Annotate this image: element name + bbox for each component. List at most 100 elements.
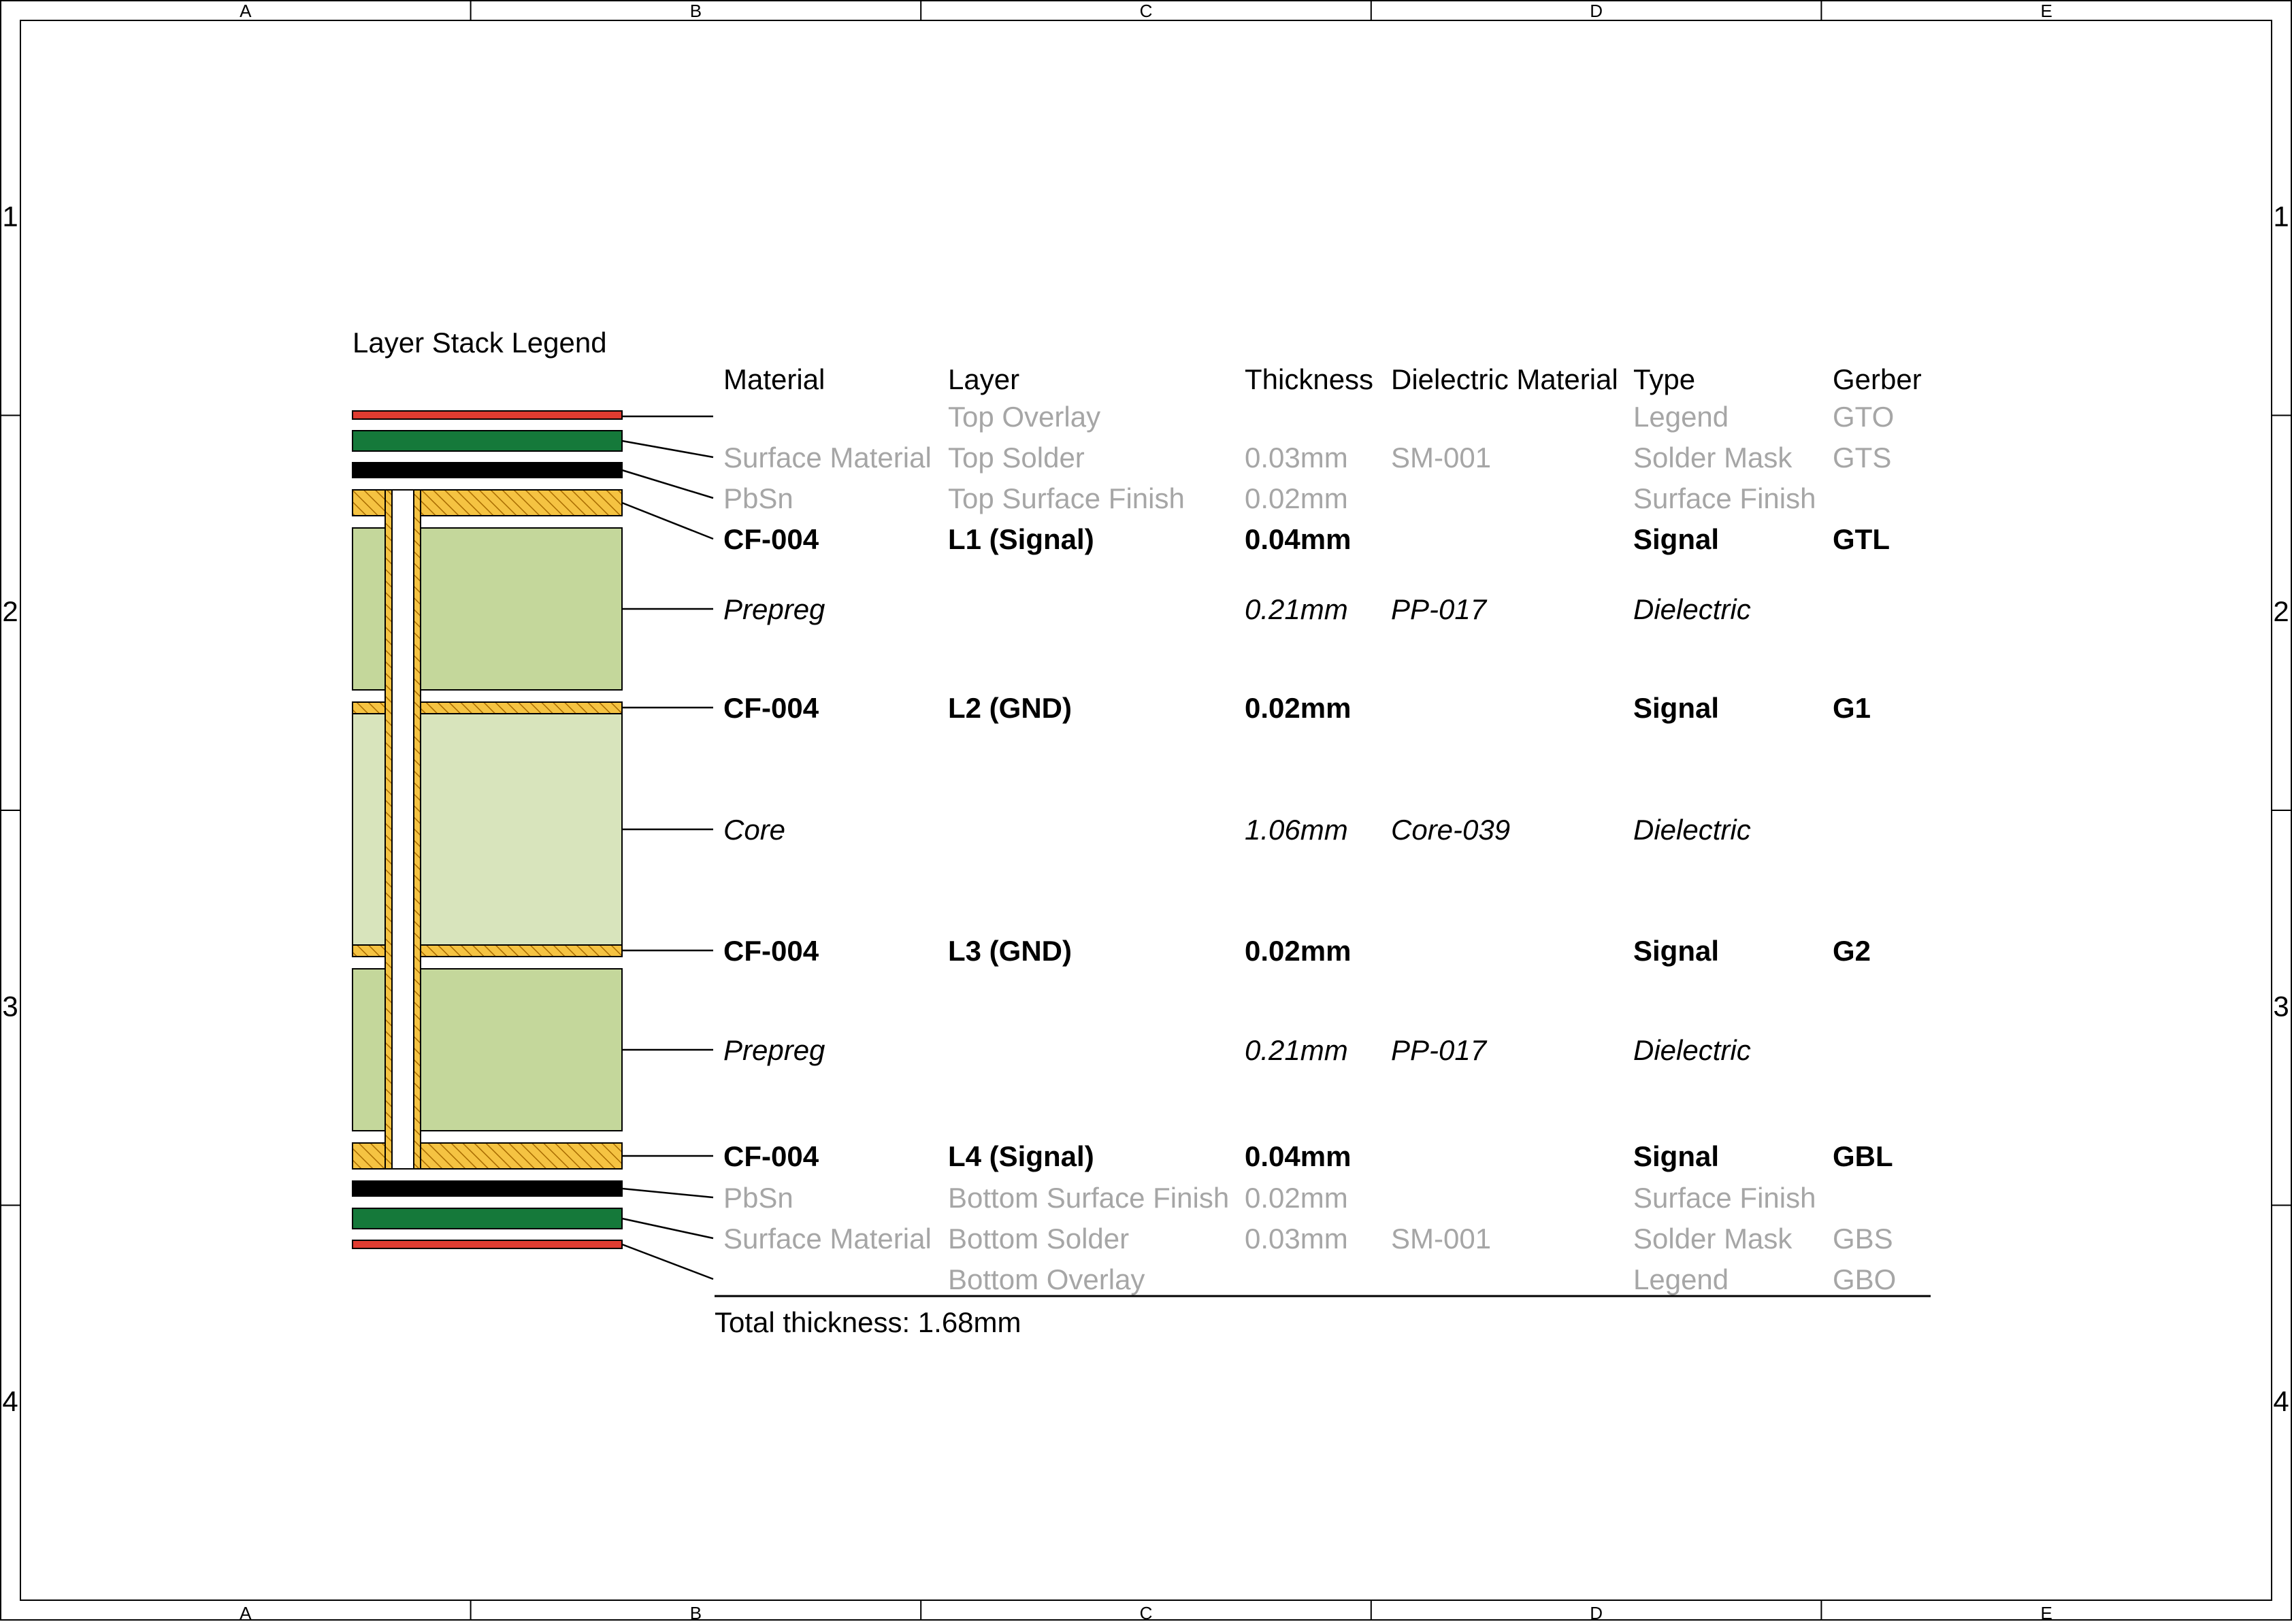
cell-gerber: G1 — [1833, 692, 1871, 724]
cell-gerber: GBO — [1833, 1263, 1896, 1295]
frame-col-label: A — [240, 1603, 252, 1621]
layer-stack-graphic — [352, 410, 623, 1249]
cell-layer: Top Solder — [948, 442, 1085, 474]
stack-layer-finish — [352, 1180, 623, 1197]
frame-col-label: E — [2041, 1603, 2052, 1621]
frame-col-label: B — [690, 1603, 702, 1621]
cell-type: Signal — [1633, 692, 1719, 724]
cell-layer: L1 (Signal) — [948, 523, 1094, 555]
cell-layer: Top Surface Finish — [948, 482, 1185, 514]
cell-layer: Bottom Solder — [948, 1223, 1129, 1255]
stack-layer-overlay — [352, 1240, 623, 1249]
frame-row-label: 2 — [2, 595, 18, 627]
header-material: Material — [723, 363, 825, 395]
cell-type: Dielectric — [1633, 1034, 1751, 1066]
frame-row-label: 4 — [2273, 1385, 2289, 1417]
cell-type: Dielectric — [1633, 814, 1751, 846]
stack-layer-finish — [352, 462, 623, 478]
cell-thickness: 0.03mm — [1245, 1223, 1348, 1255]
stack-layer-overlay — [352, 410, 623, 420]
cell-material: PbSn — [723, 482, 793, 514]
frame-col-label: A — [240, 1, 252, 21]
table-row: Surface Material Top Solder 0.03mm SM-001 So… — [723, 442, 1891, 474]
cell-layer: Top Overlay — [948, 401, 1100, 433]
cell-thickness: 0.02mm — [1245, 935, 1351, 967]
cell-gerber: GBL — [1833, 1140, 1893, 1172]
cell-dielectric: SM-001 — [1391, 442, 1491, 474]
cell-thickness: 0.21mm — [1245, 1034, 1348, 1066]
cell-material: CF-004 — [723, 523, 819, 555]
stack-layer-mask — [352, 430, 623, 452]
cell-type: Signal — [1633, 523, 1719, 555]
frame-row-label: 1 — [2273, 200, 2289, 232]
header-type: Type — [1633, 363, 1695, 395]
cell-layer: L4 (Signal) — [948, 1140, 1094, 1172]
table-row: PbSn Bottom Surface Finish 0.02mm Surface F… — [723, 1182, 1816, 1214]
cell-thickness: 0.04mm — [1245, 523, 1351, 555]
cell-thickness: 0.03mm — [1245, 442, 1348, 474]
table-row: Prepreg 0.21mm PP-017 Dielectric — [723, 593, 1751, 625]
cell-type: Surface Finish — [1633, 482, 1816, 514]
frame-col-label: D — [1590, 1, 1603, 21]
cell-dielectric: Core-039 — [1391, 814, 1510, 846]
table-header: Material Layer Thickness Dielectric Mate… — [723, 363, 1922, 395]
cell-material: CF-004 — [723, 692, 819, 724]
cell-type: Legend — [1633, 401, 1729, 433]
cell-gerber: G2 — [1833, 935, 1871, 967]
legend-title: Layer Stack Legend — [353, 327, 607, 359]
cell-dielectric: PP-017 — [1391, 1034, 1488, 1066]
table-row: CF-004 L4 (Signal) 0.04mm Signal GBL — [723, 1140, 1893, 1172]
frame-col-label: C — [1140, 1603, 1153, 1621]
frame-row-label: 1 — [2, 200, 18, 232]
cell-type: Solder Mask — [1633, 442, 1792, 474]
cell-material: PbSn — [723, 1182, 793, 1214]
leader-line — [621, 501, 714, 540]
cell-layer: Bottom Overlay — [948, 1263, 1145, 1295]
frame-col-label: E — [2041, 1, 2052, 21]
cell-material: CF-004 — [723, 935, 819, 967]
cell-dielectric: PP-017 — [1391, 593, 1488, 625]
leader-lines — [621, 415, 714, 1280]
cell-thickness: 0.04mm — [1245, 1140, 1351, 1172]
leader-line — [621, 1187, 714, 1199]
table-row: CF-004 L1 (Signal) 0.04mm Signal GTL — [723, 523, 1890, 555]
header-gerber: Gerber — [1833, 363, 1922, 395]
table-row: Top Overlay Legend GTO — [948, 401, 1894, 433]
cell-thickness: 0.02mm — [1245, 1182, 1348, 1214]
frame-col-label: B — [690, 1, 702, 21]
via-hole — [391, 489, 414, 1170]
cell-material: CF-004 — [723, 1140, 819, 1172]
leader-line — [621, 469, 714, 499]
frame-row-label: 3 — [2, 990, 18, 1022]
leader-line — [621, 440, 714, 459]
cell-type: Surface Finish — [1633, 1182, 1816, 1214]
cell-thickness: 0.02mm — [1245, 692, 1351, 724]
frame-col-label: D — [1590, 1603, 1603, 1621]
table-row: Core 1.06mm Core-039 Dielectric — [723, 814, 1751, 846]
table-row: Bottom Overlay Legend GBO — [948, 1263, 1896, 1295]
cell-thickness: 0.02mm — [1245, 482, 1348, 514]
table-row: Prepreg 0.21mm PP-017 Dielectric — [723, 1034, 1751, 1066]
stack-layer-mask — [352, 1208, 623, 1229]
cell-thickness: 0.21mm — [1245, 593, 1348, 625]
table-row: Surface Material Bottom Solder 0.03mm SM-00… — [723, 1223, 1893, 1255]
cell-layer: L3 (GND) — [948, 935, 1072, 967]
cell-material: Surface Material — [723, 442, 932, 474]
cell-gerber: GTO — [1833, 401, 1894, 433]
cell-material: Surface Material — [723, 1223, 932, 1255]
cell-dielectric: SM-001 — [1391, 1223, 1491, 1255]
cell-gerber: GBS — [1833, 1223, 1893, 1255]
cell-type: Legend — [1633, 1263, 1729, 1295]
frame-row-label: 2 — [2273, 595, 2289, 627]
cell-type: Solder Mask — [1633, 1223, 1792, 1255]
cell-layer: L2 (GND) — [948, 692, 1072, 724]
frame-col-label: C — [1140, 1, 1153, 21]
header-layer: Layer — [948, 363, 1019, 395]
header-dielectric-material: Dielectric Material — [1391, 363, 1618, 395]
layer-table: Top Overlay Legend GTO Surface Material Top … — [723, 401, 1896, 1295]
table-row: CF-004 L3 (GND) 0.02mm Signal G2 — [723, 935, 1871, 967]
